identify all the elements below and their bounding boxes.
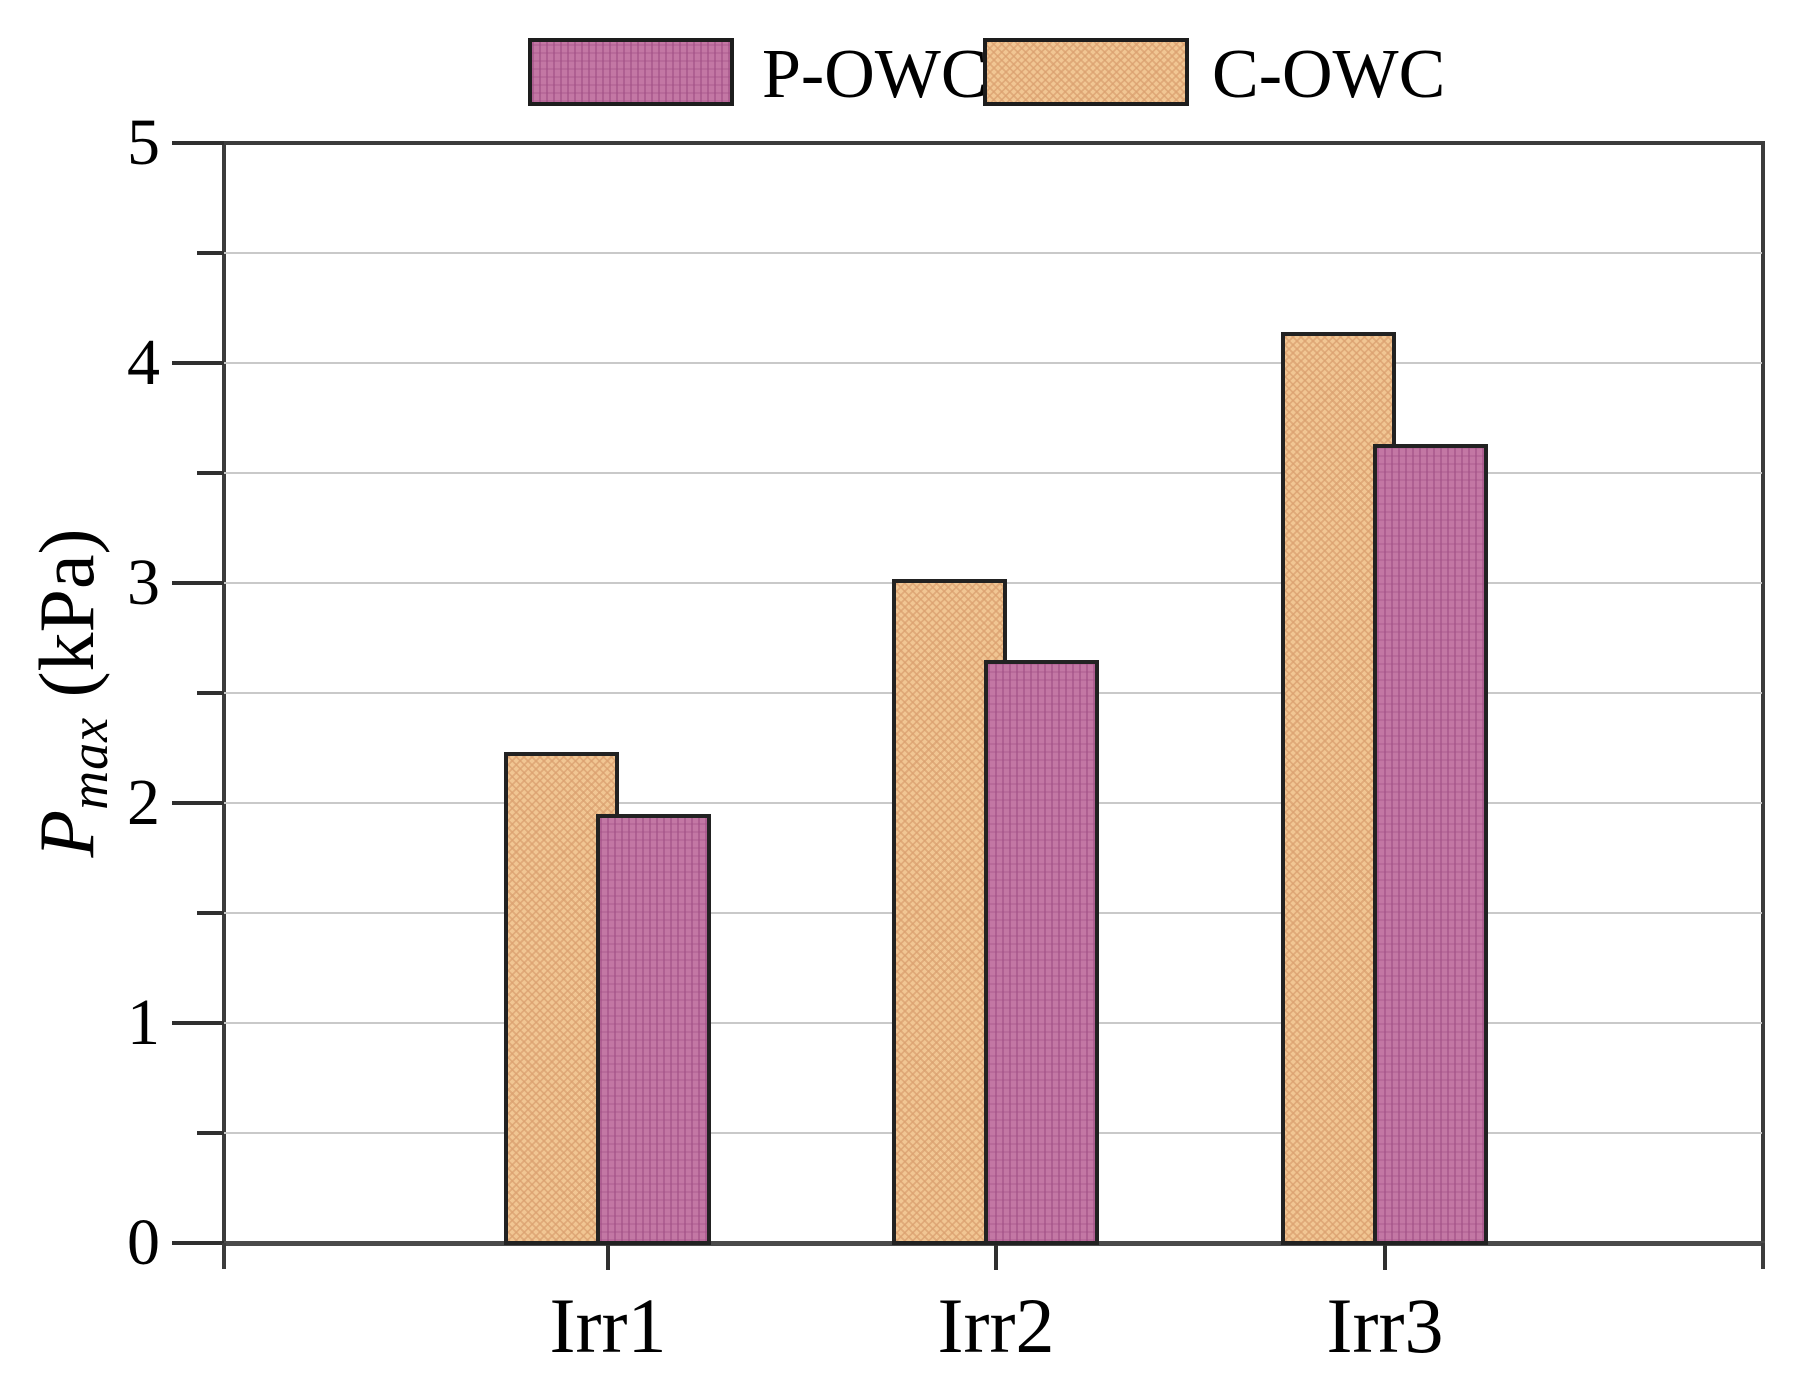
legend-swatch-C-OWC xyxy=(983,38,1189,106)
legend-label-C-OWC: C-OWC xyxy=(1212,36,1446,113)
y-major-tick-0 xyxy=(172,1241,224,1245)
right-spine xyxy=(1761,141,1765,1269)
y-tick-label-3: 3 xyxy=(127,546,160,619)
legend-label-P-OWC: P-OWC xyxy=(762,36,988,113)
y-major-tick-4 xyxy=(172,361,224,365)
bar-P-OWC-Irr3 xyxy=(1373,444,1488,1245)
gridline-y-4 xyxy=(224,362,1762,364)
x-tick-Irr2 xyxy=(994,1243,998,1270)
legend-swatch-P-OWC xyxy=(528,38,734,106)
y-tick-label-4: 4 xyxy=(127,326,160,399)
top-spine xyxy=(222,141,1765,145)
x-tick-label-Irr2: Irr2 xyxy=(937,1282,1055,1369)
y-tick-label-5: 5 xyxy=(127,106,160,179)
bar-P-OWC-Irr2 xyxy=(984,660,1099,1245)
gridline-y-4.5 xyxy=(224,252,1762,254)
left-spine xyxy=(222,141,226,1269)
right-spine-tail xyxy=(1761,1243,1765,1269)
y-minor-tick-0.5 xyxy=(197,1131,224,1135)
gridline-y-3.5 xyxy=(224,472,1762,474)
bar-P-OWC-Irr1 xyxy=(596,814,711,1245)
y-minor-tick-3.5 xyxy=(197,471,224,475)
y-major-tick-2 xyxy=(172,801,224,805)
y-major-tick-5 xyxy=(172,141,224,145)
x-tick-label-Irr3: Irr3 xyxy=(1326,1282,1444,1369)
x-tick-Irr3 xyxy=(1383,1243,1387,1270)
y-minor-tick-1.5 xyxy=(197,911,224,915)
y-tick-label-0: 0 xyxy=(127,1206,160,1279)
y-minor-tick-4.5 xyxy=(197,251,224,255)
y-major-tick-3 xyxy=(172,581,224,585)
y-tick-label-1: 1 xyxy=(127,986,160,1059)
x-tick-Irr1 xyxy=(606,1243,610,1270)
x-tick-label-Irr1: Irr1 xyxy=(549,1282,667,1369)
y-minor-tick-2.5 xyxy=(197,691,224,695)
y-major-tick-1 xyxy=(172,1021,224,1025)
y-tick-label-2: 2 xyxy=(127,766,160,839)
left-spine-tail xyxy=(222,1243,226,1269)
